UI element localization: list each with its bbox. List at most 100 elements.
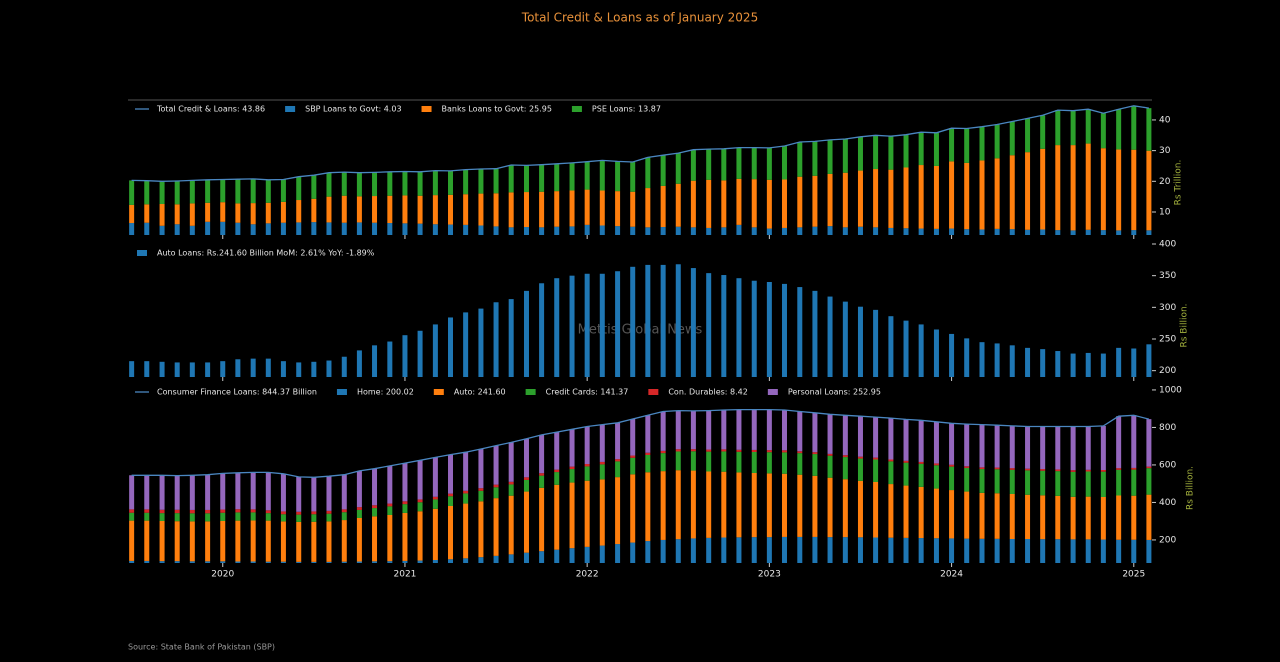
bar [781, 410, 787, 451]
bar [842, 455, 848, 458]
bar [448, 496, 454, 506]
bar [1085, 469, 1091, 472]
bar [888, 418, 894, 460]
bar [220, 512, 226, 521]
bar [448, 317, 454, 377]
bar [949, 228, 955, 235]
bar [964, 424, 970, 467]
bar [280, 561, 286, 563]
bar [736, 147, 742, 179]
bar [781, 452, 787, 474]
bar [1025, 118, 1031, 153]
bar [751, 147, 757, 180]
bar [1100, 353, 1106, 377]
bar [280, 222, 286, 235]
bar [842, 415, 848, 456]
bar [493, 445, 499, 485]
bar [265, 513, 271, 521]
bar [1100, 230, 1106, 235]
bar [569, 466, 575, 470]
bar [508, 481, 514, 485]
watermark: Mettis Global News [578, 323, 703, 338]
bar [432, 496, 438, 500]
bar [1116, 495, 1122, 540]
bar [584, 161, 590, 190]
bar [812, 175, 818, 227]
bar [189, 180, 195, 204]
bar [326, 513, 332, 522]
bar [129, 520, 135, 561]
bar [751, 452, 757, 473]
bar [1025, 229, 1031, 235]
bar [706, 410, 712, 450]
bar [341, 474, 347, 510]
bar [311, 477, 317, 512]
bar [569, 482, 575, 549]
bar [827, 296, 833, 377]
bar [523, 438, 529, 478]
bar [205, 521, 211, 562]
bar [599, 225, 605, 235]
bar [690, 268, 696, 377]
bar [645, 472, 651, 542]
bar [569, 469, 575, 483]
bar [159, 225, 165, 235]
legend-label: Auto: 241.60 [454, 388, 506, 397]
bar [296, 521, 302, 562]
bar [994, 493, 1000, 539]
bar [296, 222, 302, 235]
bar [356, 350, 362, 377]
bar [356, 222, 362, 235]
bar [356, 470, 362, 508]
bar [129, 560, 135, 563]
bar [463, 503, 469, 559]
bar [448, 559, 454, 563]
bar [478, 501, 484, 558]
bar [311, 175, 317, 199]
bar [463, 558, 469, 563]
bar [645, 264, 651, 377]
bar [569, 226, 575, 235]
y-tick-label: 300 [1159, 303, 1176, 313]
bar [857, 480, 863, 538]
bar [964, 538, 970, 563]
bar [615, 271, 621, 377]
bar [994, 425, 1000, 468]
bar [554, 163, 560, 192]
legend-swatch [525, 389, 536, 395]
bar [372, 508, 378, 517]
bar [296, 511, 302, 515]
bar [1025, 470, 1031, 495]
bar [675, 451, 681, 471]
bar [205, 474, 211, 510]
bar [326, 172, 332, 197]
bar [235, 509, 241, 513]
bar [523, 192, 529, 228]
bar [508, 299, 514, 377]
bar [1146, 468, 1152, 495]
bar [174, 561, 180, 563]
bar [660, 471, 666, 540]
bar [979, 538, 985, 563]
bar [144, 361, 150, 377]
bar [918, 486, 924, 539]
bar [1009, 469, 1015, 494]
bar [1070, 471, 1076, 497]
bar [356, 172, 362, 197]
bar [159, 561, 165, 563]
bar [599, 461, 605, 465]
bar [1009, 229, 1015, 235]
bar [781, 283, 787, 377]
legend-swatch [285, 106, 296, 112]
bar [994, 467, 1000, 470]
bar [508, 165, 514, 193]
bar [630, 455, 636, 458]
bar [690, 538, 696, 563]
bar [736, 178, 742, 225]
legend-label: Auto Loans: Rs.241.60 Billion MoM: 2.61%… [157, 249, 375, 258]
bar [296, 476, 302, 512]
bar [341, 520, 347, 562]
bar [554, 469, 560, 473]
bar [387, 341, 393, 377]
